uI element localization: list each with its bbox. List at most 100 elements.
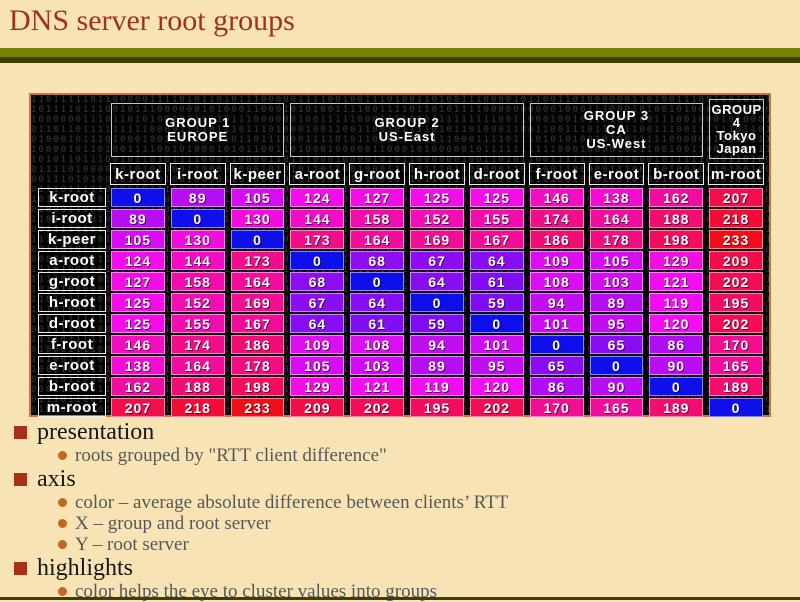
bullet-text: X – group and root server xyxy=(75,513,271,534)
cell-h-root-g-root: 64 xyxy=(350,293,405,312)
cell-a-root-a-root: 0 xyxy=(290,251,345,270)
bullet-text: highlights xyxy=(37,555,134,581)
group-header-line: GROUP 1 xyxy=(165,115,231,130)
cell-g-root-g-root: 0 xyxy=(350,272,405,291)
cell-m-root-i-root: 218 xyxy=(170,398,225,417)
group-header-line: Japan xyxy=(716,141,757,156)
cell-e-root-g-root: 103 xyxy=(350,356,405,375)
col-header-m-root: m-root xyxy=(708,163,764,185)
col-header-f-root: f-root xyxy=(528,163,585,185)
group-header-line: GROUP xyxy=(711,102,762,117)
bottom-bar xyxy=(0,597,800,600)
cell-b-root-d-root: 120 xyxy=(469,377,524,396)
row-header-d-root: d-root xyxy=(38,314,106,333)
cell-i-root-i-root: 0 xyxy=(170,209,225,228)
cell-a-root-i-root: 144 xyxy=(170,251,225,270)
cell-k-peer-e-root: 178 xyxy=(589,230,644,249)
cell-a-root-m-root: 209 xyxy=(709,251,763,270)
bullet-item-l1: presentation xyxy=(12,419,792,445)
cell-k-root-m-root: 207 xyxy=(709,188,763,207)
cell-m-root-d-root: 202 xyxy=(469,398,524,417)
cell-g-root-d-root: 61 xyxy=(469,272,524,291)
dot-bullet-icon xyxy=(58,540,67,549)
group-header-line: EUROPE xyxy=(167,129,229,144)
cell-g-root-k-peer: 164 xyxy=(230,272,285,291)
cell-b-root-a-root: 129 xyxy=(290,377,345,396)
cell-m-root-m-root: 0 xyxy=(709,398,763,417)
bullet-text: Y – root server xyxy=(75,534,189,555)
dot-bullet-icon xyxy=(58,519,67,528)
group-header-line: US-West xyxy=(586,136,647,151)
matrix-grid: GROUP 1 EUROPE GROUP 2 US-East GROUP 3 CA US-W… xyxy=(31,95,769,417)
bullet-item-l2: roots grouped by "RTT client difference" xyxy=(58,445,792,466)
cell-d-root-f-root: 101 xyxy=(529,314,584,333)
cell-i-root-f-root: 174 xyxy=(529,209,584,228)
cell-g-root-f-root: 108 xyxy=(529,272,584,291)
group-header-4: GROUP 4 Tokyo Japan xyxy=(709,99,764,159)
group-header-line: 4 xyxy=(732,115,741,130)
cell-h-root-k-root: 125 xyxy=(111,293,165,312)
dot-bullet-icon xyxy=(58,587,67,596)
cell-m-root-f-root: 170 xyxy=(529,398,584,417)
cell-g-root-h-root: 64 xyxy=(410,272,464,291)
col-header-a-root: a-root xyxy=(289,163,346,185)
cell-k-root-d-root: 125 xyxy=(469,188,524,207)
col-header-i-root: i-root xyxy=(169,163,226,185)
cell-m-root-b-root: 189 xyxy=(649,398,704,417)
cell-m-root-k-peer: 233 xyxy=(230,398,285,417)
row-header-i-root: i-root xyxy=(38,209,106,228)
cell-k-peer-b-root: 198 xyxy=(649,230,704,249)
divider-bar-dark xyxy=(0,57,800,63)
group-header-line: US-East xyxy=(378,129,436,144)
cell-e-root-k-peer: 178 xyxy=(230,356,285,375)
bullet-item-l1: highlights xyxy=(12,555,792,581)
cell-d-root-i-root: 155 xyxy=(170,314,225,333)
bullet-item-l2: X – group and root server xyxy=(58,513,792,534)
cell-k-peer-k-peer: 0 xyxy=(230,230,285,249)
cell-f-root-i-root: 174 xyxy=(170,335,225,354)
cell-i-root-d-root: 155 xyxy=(469,209,524,228)
row-header-f-root: f-root xyxy=(38,335,106,354)
group-header-line: Tokyo xyxy=(716,128,757,143)
cell-i-root-a-root: 144 xyxy=(290,209,345,228)
cell-i-root-b-root: 188 xyxy=(649,209,704,228)
dot-bullet-icon xyxy=(58,498,67,507)
cell-e-root-k-root: 138 xyxy=(111,356,165,375)
row-header-h-root: h-root xyxy=(38,293,106,312)
col-header-d-root: d-root xyxy=(468,163,525,185)
cell-a-root-k-root: 124 xyxy=(111,251,165,270)
cell-d-root-k-root: 125 xyxy=(111,314,165,333)
cell-k-peer-g-root: 164 xyxy=(350,230,405,249)
cell-e-root-i-root: 164 xyxy=(170,356,225,375)
cell-k-root-h-root: 125 xyxy=(410,188,464,207)
cell-h-root-e-root: 89 xyxy=(589,293,644,312)
bullet-list: presentation roots grouped by "RTT client… xyxy=(12,419,792,602)
cell-k-root-f-root: 146 xyxy=(529,188,584,207)
cell-h-root-m-root: 195 xyxy=(709,293,763,312)
cell-k-peer-d-root: 167 xyxy=(469,230,524,249)
cell-a-root-b-root: 129 xyxy=(649,251,704,270)
cell-m-root-k-root: 207 xyxy=(111,398,165,417)
cell-b-root-b-root: 0 xyxy=(649,377,704,396)
cell-d-root-d-root: 0 xyxy=(469,314,524,333)
dot-bullet-icon xyxy=(58,451,67,460)
cell-e-root-d-root: 95 xyxy=(469,356,524,375)
cell-f-root-h-root: 94 xyxy=(410,335,464,354)
row-header-m-root: m-root xyxy=(38,398,106,417)
col-header-k-root: k-root xyxy=(110,163,166,185)
cell-h-root-b-root: 119 xyxy=(649,293,704,312)
cell-a-root-k-peer: 173 xyxy=(230,251,285,270)
cell-m-root-a-root: 209 xyxy=(290,398,345,417)
cell-i-root-e-root: 164 xyxy=(589,209,644,228)
cell-k-peer-i-root: 130 xyxy=(170,230,225,249)
cell-m-root-e-root: 165 xyxy=(589,398,644,417)
row-header-e-root: e-root xyxy=(38,356,106,375)
cell-b-root-k-peer: 198 xyxy=(230,377,285,396)
bullet-item-l2: color helps the eye to cluster values in… xyxy=(58,581,792,602)
cell-b-root-m-root: 189 xyxy=(709,377,763,396)
cell-i-root-h-root: 152 xyxy=(410,209,464,228)
cell-e-root-e-root: 0 xyxy=(589,356,644,375)
cell-h-root-i-root: 152 xyxy=(170,293,225,312)
cell-f-root-k-peer: 186 xyxy=(230,335,285,354)
cell-i-root-g-root: 158 xyxy=(350,209,405,228)
